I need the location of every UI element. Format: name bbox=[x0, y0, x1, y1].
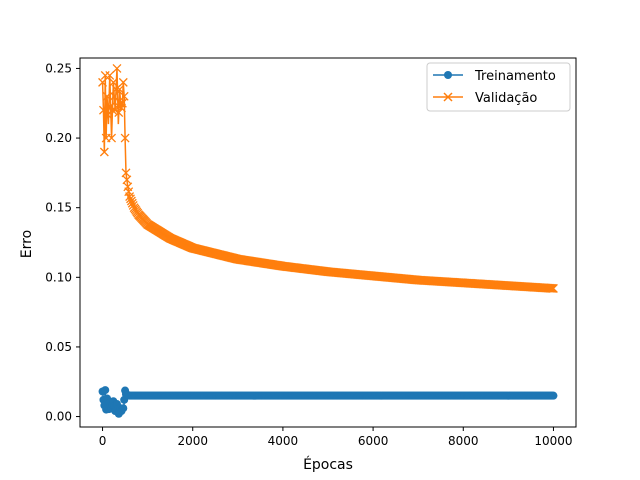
data-point bbox=[115, 84, 125, 94]
data-point bbox=[99, 147, 109, 157]
data-point bbox=[549, 391, 558, 400]
data-point bbox=[117, 98, 127, 108]
data-point bbox=[98, 77, 108, 87]
plot-area bbox=[98, 63, 558, 418]
data-point bbox=[127, 198, 137, 208]
legend-label-validation: Validação bbox=[475, 91, 537, 106]
y-tick-label: 0.10 bbox=[45, 270, 72, 284]
x-tick-label: 10000 bbox=[534, 434, 572, 448]
x-tick-label: 8000 bbox=[448, 434, 479, 448]
data-point bbox=[119, 404, 128, 413]
data-point bbox=[111, 84, 121, 94]
data-point bbox=[126, 196, 136, 206]
data-point bbox=[105, 70, 115, 80]
x-tick-label: 4000 bbox=[268, 434, 299, 448]
axes-frame bbox=[79, 57, 577, 428]
x-tick-label: 6000 bbox=[358, 434, 389, 448]
series-1 bbox=[98, 63, 558, 293]
y-tick-label: 0.15 bbox=[45, 201, 72, 215]
data-point bbox=[102, 91, 112, 101]
y-tick-label: 0.20 bbox=[45, 131, 72, 145]
legend: Treinamento Validação bbox=[426, 62, 571, 112]
data-point bbox=[101, 386, 110, 395]
data-point bbox=[126, 194, 135, 204]
x-axis-label: Épocas bbox=[303, 456, 353, 473]
data-point bbox=[120, 133, 130, 143]
data-point bbox=[119, 91, 129, 101]
legend-marker-training bbox=[444, 71, 452, 79]
data-point bbox=[118, 77, 128, 87]
axes: 0 2000 4000 6000 8000 10000 0.00 0.05 0.10 0.15 0.… bbox=[45, 57, 577, 448]
data-point bbox=[548, 283, 558, 293]
y-tick-label: 0.00 bbox=[45, 410, 72, 424]
data-point bbox=[107, 133, 117, 143]
data-point bbox=[114, 108, 124, 117]
x-tick-label: 0 bbox=[99, 434, 107, 448]
x-tick-label: 2000 bbox=[177, 434, 208, 448]
legend-label-training: Treinamento bbox=[474, 69, 556, 84]
y-tick-label: 0.05 bbox=[45, 340, 72, 354]
y-axis-label: Erro bbox=[19, 230, 35, 258]
y-tick-label: 0.25 bbox=[45, 61, 72, 75]
legend-marker-validation bbox=[443, 92, 453, 102]
series-0 bbox=[98, 386, 558, 418]
data-point bbox=[112, 63, 122, 73]
